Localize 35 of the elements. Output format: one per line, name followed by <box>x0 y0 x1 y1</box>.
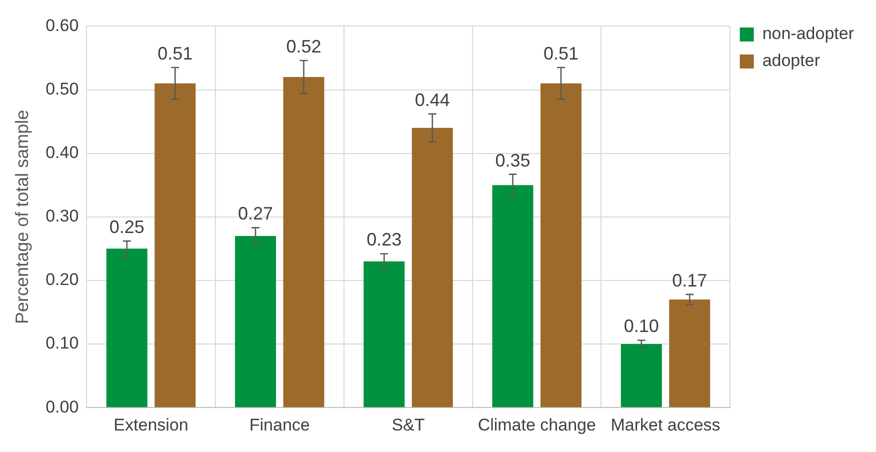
y-tick-label: 0.10 <box>46 334 79 353</box>
bar <box>492 185 534 408</box>
data-label: 0.23 <box>366 230 402 250</box>
x-tick-label: Climate change <box>478 415 596 434</box>
y-tick-label: 0.50 <box>46 79 79 98</box>
data-label: 0.17 <box>672 270 708 290</box>
data-label: 0.25 <box>109 217 144 238</box>
data-label: 0.52 <box>286 36 322 56</box>
data-label: 0.27 <box>238 204 274 224</box>
y-tick-label: 0.30 <box>46 206 79 226</box>
bar <box>154 83 196 408</box>
y-axis-title: Percentage of total sample <box>12 110 32 324</box>
y-tick-label: 0.60 <box>46 16 79 35</box>
legend-label: adopter <box>762 51 820 70</box>
bar <box>283 77 324 408</box>
data-label: 0.35 <box>495 150 530 170</box>
bar <box>364 261 405 408</box>
y-tick-label: 0.00 <box>46 397 79 416</box>
x-tick-label: Market access <box>610 415 720 434</box>
bar <box>235 236 276 408</box>
legend-label: non-adopter <box>762 24 854 44</box>
x-tick-label: Extension <box>114 415 188 434</box>
bar <box>620 344 662 408</box>
data-label: 0.51 <box>158 43 193 64</box>
x-tick-label: Finance <box>249 415 310 434</box>
bar <box>412 128 453 408</box>
data-label: 0.44 <box>414 90 450 110</box>
data-label: 0.51 <box>543 43 579 64</box>
bar <box>540 83 582 408</box>
data-label: 0.10 <box>624 316 659 336</box>
bar <box>669 300 710 408</box>
bar <box>106 248 148 408</box>
y-tick-label: 0.20 <box>46 270 79 290</box>
x-tick-label: S&T <box>392 415 425 434</box>
y-tick-label: 0.40 <box>46 143 79 162</box>
